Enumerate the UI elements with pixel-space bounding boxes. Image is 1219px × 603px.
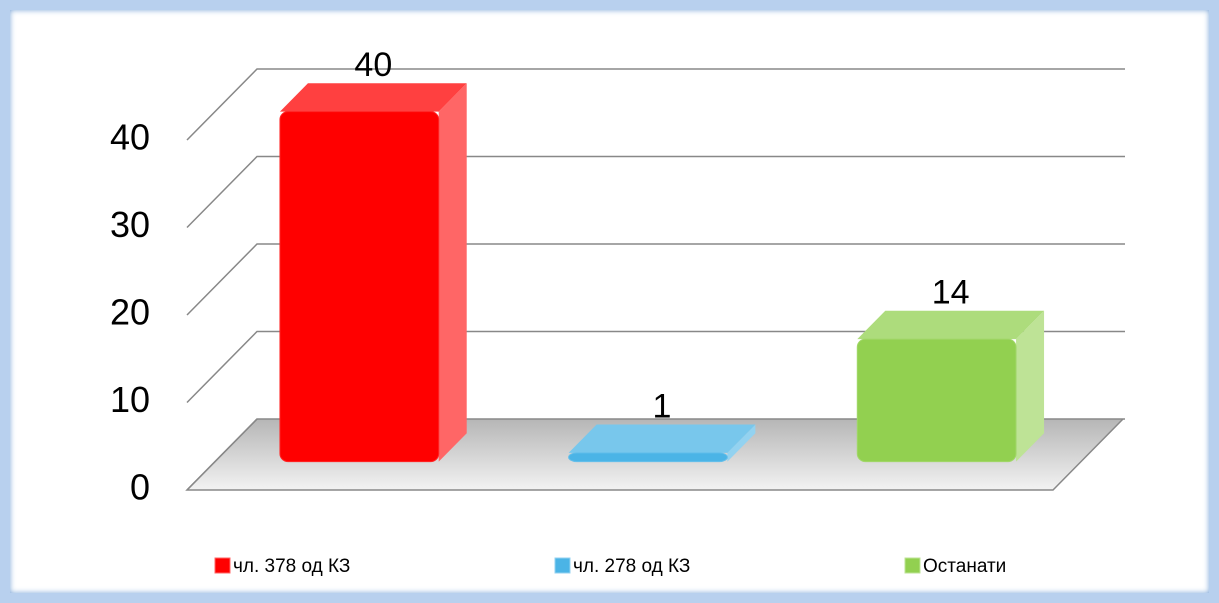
legend-label: чл. 278 од КЗ — [573, 556, 690, 577]
bar-top — [568, 424, 756, 453]
bar — [856, 338, 1017, 463]
value-label: 40 — [354, 46, 392, 84]
bar-top — [279, 83, 467, 112]
bar-side — [1016, 310, 1045, 462]
y-tick-label: 30 — [110, 204, 150, 245]
y-tick-label: 0 — [130, 467, 150, 508]
grid-line — [186, 330, 1125, 404]
grid-line — [186, 418, 1125, 491]
y-tick-label: 40 — [110, 117, 150, 158]
bar-top — [857, 310, 1045, 340]
value-label: 14 — [932, 274, 970, 312]
legend-swatch — [554, 557, 571, 574]
bar-side — [438, 83, 467, 462]
legend-label: чл. 378 од КЗ — [233, 556, 350, 577]
legend-swatch — [214, 557, 231, 574]
bar-side — [727, 424, 756, 462]
bar — [279, 111, 440, 463]
y-tick-label: 20 — [110, 292, 150, 333]
legend-label: Останати — [923, 556, 1006, 577]
y-tick-label: 10 — [110, 379, 150, 420]
value-label: 1 — [653, 387, 672, 425]
bar — [568, 452, 728, 463]
grid-line — [186, 243, 1125, 316]
legend-swatch — [904, 557, 921, 574]
grid-line — [186, 68, 1125, 141]
grid-line — [186, 155, 1125, 229]
